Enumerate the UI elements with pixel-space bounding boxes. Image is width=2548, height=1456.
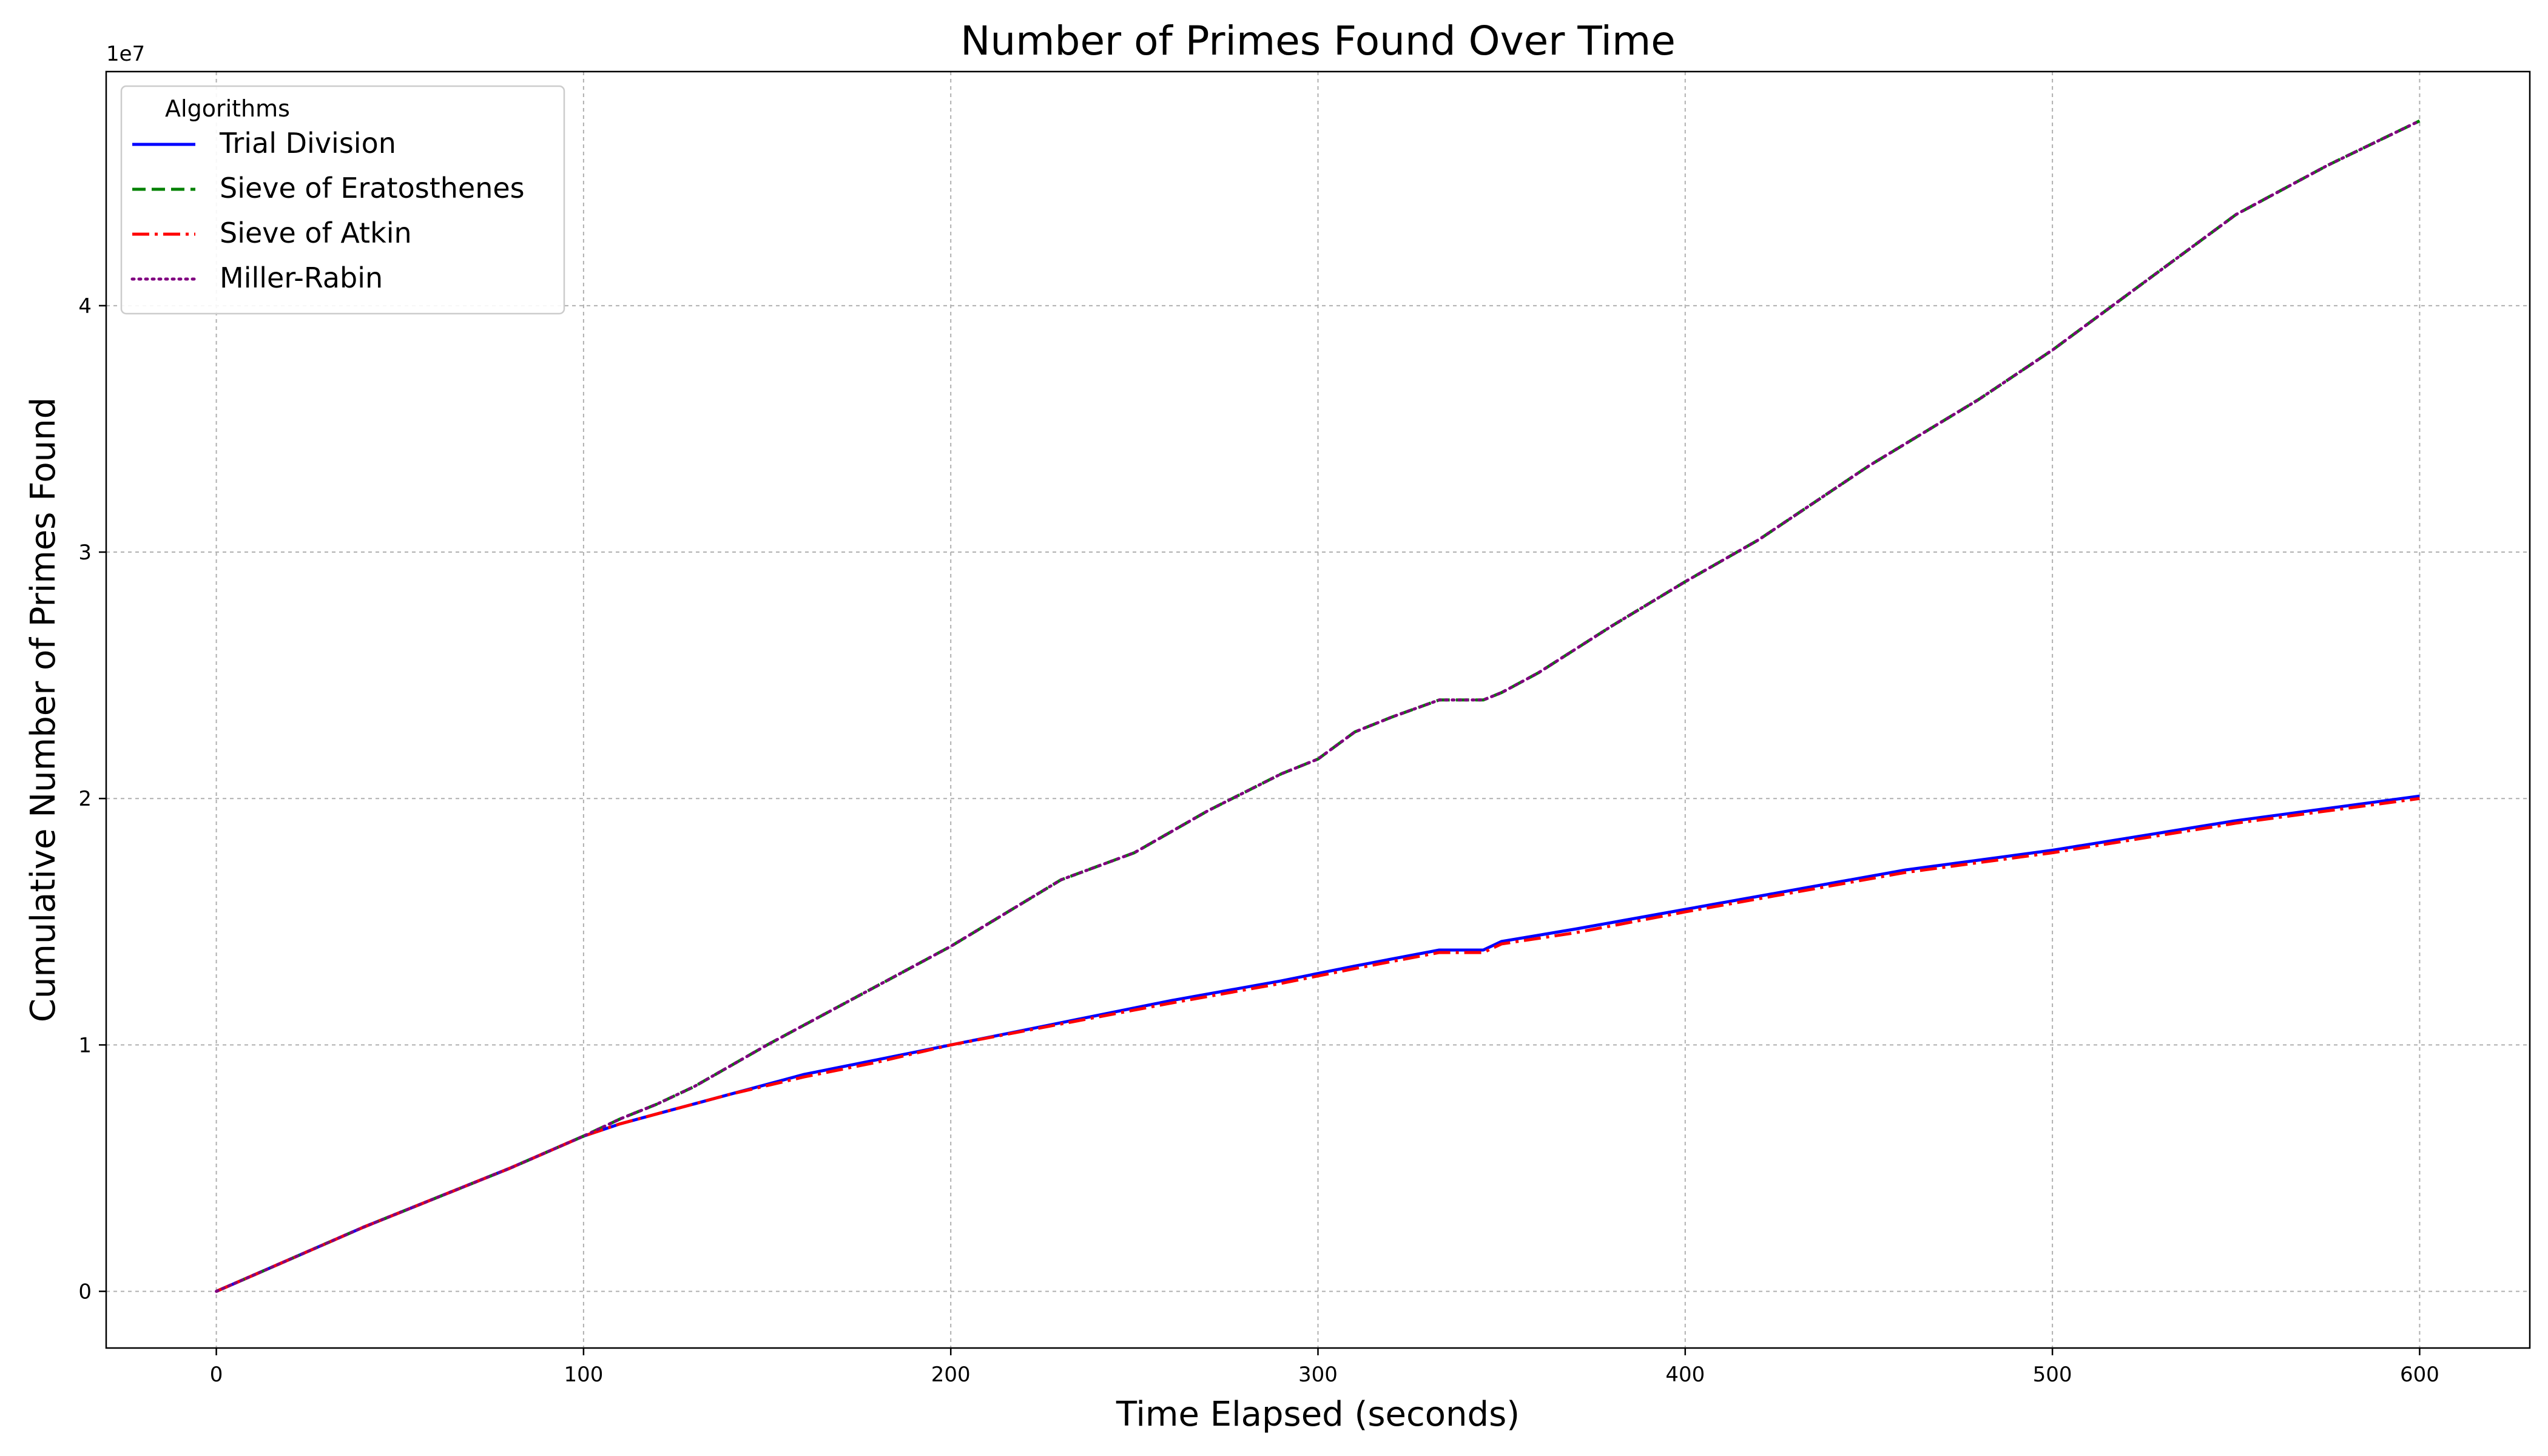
y-offset-label: 1e7 <box>106 42 145 66</box>
legend-title: Algorithms <box>165 95 290 122</box>
chart-title: Number of Primes Found Over Time <box>960 18 1676 64</box>
y-tick-label: 2 <box>78 787 92 811</box>
y-tick-label: 3 <box>78 541 92 565</box>
legend-entry-label: Sieve of Atkin <box>220 217 412 249</box>
x-tick-label: 200 <box>931 1363 971 1387</box>
ticks: 0 100 200 300 400 500 600 0 1 2 3 4 <box>78 294 2439 1387</box>
grid <box>106 72 2530 1348</box>
x-tick-label: 500 <box>2033 1363 2072 1387</box>
x-tick-label: 100 <box>564 1363 603 1387</box>
x-axis-label: Time Elapsed (seconds) <box>1116 1395 1520 1434</box>
series-line-miller-rabin <box>215 119 2421 1293</box>
y-tick-label: 0 <box>78 1280 92 1304</box>
series-line-sieve-of-atkin <box>215 797 2420 1293</box>
legend: Algorithms Trial Division Sieve of Eratos… <box>120 85 565 315</box>
legend-box <box>120 85 565 315</box>
legend-entry-label: Miller-Rabin <box>220 261 383 294</box>
y-axis-label: Cumulative Number of Primes Found <box>24 397 63 1022</box>
legend-entry-label: Trial Division <box>219 127 396 160</box>
series-lines <box>215 119 2421 1293</box>
x-tick-label: 600 <box>2400 1363 2439 1387</box>
legend-entry-label: Sieve of Eratosthenes <box>220 172 525 204</box>
x-tick-label: 0 <box>210 1363 223 1387</box>
x-tick-label: 300 <box>1298 1363 1338 1387</box>
x-tick-label: 400 <box>1665 1363 1705 1387</box>
y-tick-label: 4 <box>78 294 92 318</box>
y-tick-label: 1 <box>78 1033 92 1057</box>
